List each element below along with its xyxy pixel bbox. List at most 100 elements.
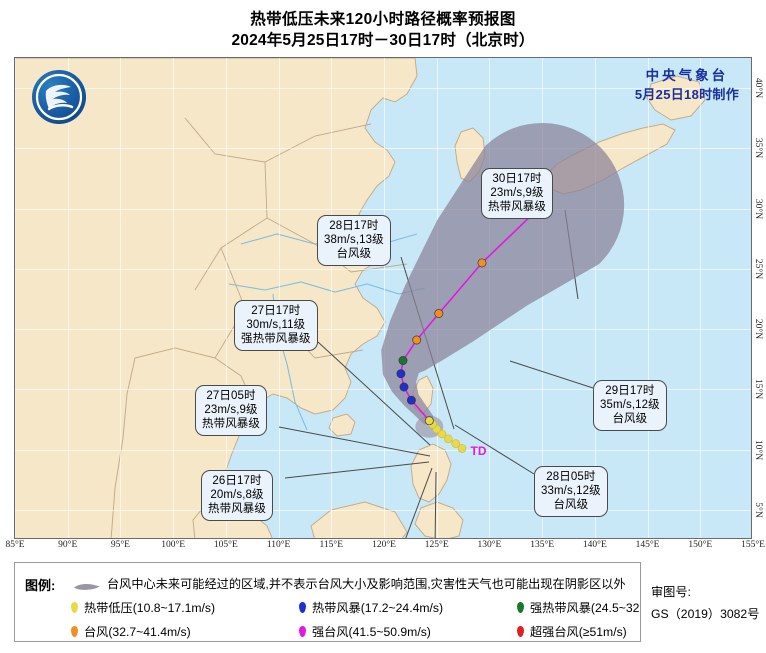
- callout-line-2: 35m/s,12级: [600, 399, 660, 412]
- approval-number: GS（2019）3082号: [651, 607, 760, 621]
- landmass-borneo: [310, 501, 408, 538]
- forecast-point-p-28d17: [434, 309, 444, 318]
- lat-tick-label: 30°N: [753, 198, 763, 219]
- issuer-organization: 中央气象台: [645, 68, 729, 83]
- past-track-point: [451, 439, 461, 448]
- dragon-glyph: [35, 73, 83, 121]
- callout-line-1: 28日17时: [329, 220, 379, 232]
- lat-tick-label: 15°N: [753, 379, 763, 400]
- lon-tick-label: 115°E: [319, 540, 344, 550]
- legend-item: 热带低压(10.8~17.1m/s): [71, 598, 299, 616]
- graticule-meridian: [647, 58, 649, 538]
- lat-tick-label: 40°N: [753, 78, 763, 99]
- forecast-point-p-28d05: [412, 335, 422, 345]
- callout-line-3: 台风级: [336, 248, 372, 261]
- issuer-timestamp: 5月25日18时制作: [634, 86, 739, 102]
- forecast-map[interactable]: TD 中央气象台 5月25日18时制作 30日17时 23m/s,9级 热带风暴级 2…: [14, 57, 752, 539]
- lat-tick-label: 5°N: [753, 502, 763, 518]
- legend-cone-note: 台风中心未来可能经过的区域,并不表示台风大小及影响范围,灾害性天气也可能出现在阴…: [107, 577, 626, 591]
- forecast-callout-c-30d17[interactable]: 30日17时 23m/s,9级 热带风暴级: [481, 168, 553, 220]
- callout-line-1: 28日05时: [546, 471, 596, 483]
- lon-tick-label: 155°E: [741, 540, 765, 550]
- legend-item-label: 热带低压(10.8~17.1m/s): [84, 601, 216, 615]
- legend-color-swatch: [71, 625, 78, 637]
- lon-tick-label: 140°E: [582, 540, 607, 550]
- lon-tick-label: 105°E: [213, 540, 238, 550]
- forecast-callout-c-28d17[interactable]: 28日17时 38m/s,13级 台风级: [317, 215, 391, 267]
- cone-swatch-icon: [74, 583, 100, 590]
- title-line-1: 热带低压未来120小时路径概率预报图: [250, 11, 516, 28]
- forecast-point-p-27d17: [398, 356, 408, 365]
- landmass-japan-hokkaido: [646, 75, 706, 121]
- legend-item-label: 强台风(41.5~50.9m/s): [312, 625, 431, 639]
- graticule-parallel: [15, 268, 751, 270]
- callout-line-2: 23m/s,9级: [204, 404, 258, 417]
- legend-color-swatch: [517, 601, 524, 613]
- legend-color-swatch: [71, 601, 78, 613]
- callout-line-3: 强热带风暴级: [241, 333, 311, 346]
- title-line-2: 2024年5月25日17时－30日17时（北京时）: [231, 31, 535, 49]
- legend-item: 超强台风(≥51m/s): [517, 622, 717, 640]
- callout-line-1: 27日05时: [206, 390, 256, 402]
- callout-line-2: 38m/s,13级: [324, 234, 384, 247]
- lon-tick-label: 125°E: [424, 540, 449, 550]
- legend-item: 台风(32.7~41.4m/s): [71, 622, 299, 640]
- lon-tick-label: 100°E: [161, 540, 186, 550]
- lat-tick-label: 10°N: [753, 439, 763, 460]
- storm-track-layer: [381, 122, 625, 453]
- callout-line-3: 热带风暴级: [208, 503, 266, 516]
- legend-color-swatch: [299, 625, 306, 637]
- lon-tick-label: 90°E: [58, 540, 78, 550]
- forecast-point-p-29d17: [477, 258, 487, 268]
- lat-tick-label: 35°N: [753, 138, 763, 159]
- graticule-parallel: [15, 88, 751, 90]
- past-track-point: [437, 429, 447, 439]
- legend-item-label: 台风(32.7~41.4m/s): [84, 625, 191, 639]
- graticule-meridian: [225, 58, 227, 538]
- graticule-meridian: [15, 58, 16, 538]
- forecast-callout-c-29d17[interactable]: 29日17时 35m/s,12级 台风级: [593, 380, 667, 432]
- forecast-point-p-26d05: [406, 395, 416, 405]
- forecast-callout-c-27d17[interactable]: 27日17时 30m/s,11级 强热带风暴级: [234, 300, 318, 352]
- callout-line-2: 30m/s,11级: [246, 319, 306, 332]
- past-track-point: [443, 434, 453, 444]
- legend-item-label: 强热带风暴(24.5~32.6m/s): [530, 601, 674, 615]
- lon-tick-label: 110°E: [266, 540, 291, 550]
- graticule-meridian: [173, 58, 175, 538]
- legend-title: 图例:: [25, 578, 56, 593]
- graticule-meridian: [278, 58, 280, 538]
- graticule-meridian: [67, 58, 69, 538]
- callout-line-3: 热带风暴级: [202, 418, 260, 431]
- callout-line-1: 26日17时: [212, 475, 262, 487]
- river-yangtze: [228, 281, 426, 295]
- approval-label: 审图号:: [651, 585, 691, 599]
- graticule-meridian: [384, 58, 385, 538]
- legend-color-swatch: [517, 625, 524, 637]
- legend-panel: 图例: 台风中心未来可能经过的区域,并不表示台风大小及影响范围,灾害性天气也可能…: [14, 562, 724, 642]
- cma-dragon-logo: [32, 70, 86, 124]
- graticule-meridian: [700, 58, 702, 538]
- forecast-callout-c-27d05[interactable]: 27日05时 23m/s,9级 热带风暴级: [195, 385, 267, 437]
- legend-item-label: 超强台风(≥51m/s): [530, 625, 627, 639]
- storm-current-label: TD: [470, 443, 487, 458]
- graticule-meridian: [542, 58, 544, 538]
- callout-line-1: 29日17时: [605, 385, 655, 397]
- forecast-callout-c-28d05[interactable]: 28日05时 33m/s,12级 台风级: [534, 466, 608, 518]
- approval-panel: 审图号: GS（2019）3082号: [640, 562, 766, 642]
- lon-tick-label: 135°E: [530, 540, 555, 550]
- longitude-axis: 85°E 90°E 95°E 100°E 105°E 110°E 115°E 120°E 125…: [5, 540, 764, 556]
- forecast-callout-c-26d17[interactable]: 26日17时 20m/s,8级 热带风暴级: [201, 470, 273, 522]
- legend-item: 强台风(41.5~50.9m/s): [299, 622, 517, 640]
- callout-line-1: 27日17时: [251, 305, 301, 317]
- graticule-parallel: [15, 509, 751, 511]
- lat-tick-label: 25°N: [753, 258, 763, 279]
- legend-item: 强热带风暴(24.5~32.6m/s): [517, 598, 717, 616]
- issuer-watermark: 中央气象台 5月25日18时制作: [635, 66, 739, 104]
- graticule-parallel: [15, 208, 751, 210]
- forecast-point-p-27d05: [396, 369, 406, 379]
- forecast-point-p-26d17: [399, 382, 409, 392]
- graticule-meridian: [594, 58, 596, 538]
- map-canvas: TD 中央气象台 5月25日18时制作 30日17时 23m/s,9级 热带风暴级 2…: [15, 58, 751, 538]
- callout-line-2: 20m/s,8级: [210, 489, 264, 502]
